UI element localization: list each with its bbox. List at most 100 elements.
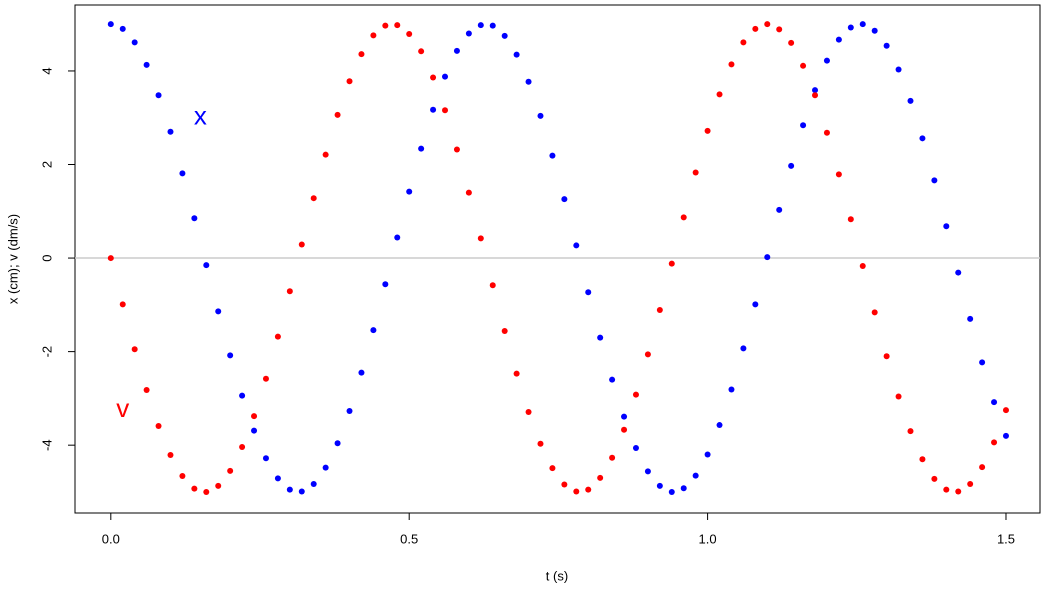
y-tick-label: -4: [39, 439, 54, 451]
point: [871, 27, 878, 34]
point: [847, 216, 854, 223]
point: [931, 177, 938, 184]
point: [239, 444, 246, 451]
point: [107, 21, 114, 28]
point: [119, 25, 126, 32]
point: [621, 426, 628, 433]
x-tick-label: 1.0: [699, 531, 717, 546]
point: [537, 112, 544, 119]
point: [489, 282, 496, 289]
point: [525, 408, 532, 415]
point: [179, 473, 186, 480]
point: [430, 74, 437, 81]
point: [800, 62, 807, 69]
point: [943, 486, 950, 493]
point: [979, 359, 986, 366]
point: [191, 215, 198, 222]
point: [728, 61, 735, 68]
point: [847, 24, 854, 31]
point: [668, 260, 675, 267]
point: [656, 306, 663, 313]
point: [358, 51, 365, 58]
point: [298, 488, 305, 495]
point: [585, 486, 592, 493]
point: [907, 97, 914, 104]
point: [239, 392, 246, 399]
point: [370, 327, 377, 334]
point: [203, 262, 210, 269]
point: [286, 486, 293, 493]
point: [931, 475, 938, 482]
point: [322, 464, 329, 471]
point: [967, 315, 974, 322]
point: [835, 171, 842, 178]
point: [262, 375, 269, 382]
point: [597, 474, 604, 481]
point: [191, 485, 198, 492]
point: [465, 189, 472, 196]
point: [382, 281, 389, 288]
point: [752, 25, 759, 32]
point: [549, 465, 556, 472]
point: [955, 269, 962, 276]
point: [143, 386, 150, 393]
point: [561, 196, 568, 203]
y-tick-label: 0: [39, 254, 54, 261]
point: [131, 39, 138, 46]
point: [227, 352, 234, 359]
point: [1002, 432, 1009, 439]
point: [656, 482, 663, 489]
point: [119, 301, 126, 308]
point: [370, 32, 377, 39]
point: [334, 111, 341, 118]
point: [262, 455, 269, 462]
point: [513, 370, 520, 377]
point: [823, 57, 830, 64]
point: [585, 289, 592, 296]
point: [406, 188, 413, 195]
point: [453, 146, 460, 153]
point: [895, 393, 902, 400]
point: [203, 488, 210, 495]
annotation: v: [116, 393, 129, 423]
point: [274, 475, 281, 482]
point: [453, 47, 460, 54]
point: [644, 351, 651, 358]
point: [668, 488, 675, 495]
x-tick-label: 1.5: [997, 531, 1015, 546]
point: [776, 26, 783, 33]
point: [704, 127, 711, 134]
point: [728, 386, 735, 393]
point: [788, 162, 795, 169]
point: [1002, 407, 1009, 414]
point: [776, 206, 783, 213]
point: [644, 468, 651, 475]
point: [764, 254, 771, 261]
point: [919, 456, 926, 463]
point: [501, 32, 508, 39]
annotation: x: [194, 101, 207, 131]
point: [859, 263, 866, 270]
point: [286, 288, 293, 295]
y-tick-label: 4: [39, 67, 54, 74]
point: [871, 309, 878, 316]
point: [788, 39, 795, 46]
point: [573, 488, 580, 495]
x-tick-label: 0.0: [102, 531, 120, 546]
point: [155, 92, 162, 99]
point: [991, 399, 998, 406]
point: [107, 255, 114, 262]
point: [859, 21, 866, 28]
point: [442, 107, 449, 114]
point: [143, 61, 150, 68]
point: [346, 408, 353, 415]
point: [764, 21, 771, 28]
point: [274, 333, 281, 340]
point: [692, 169, 699, 176]
point: [442, 73, 449, 80]
point: [477, 235, 484, 242]
point: [549, 152, 556, 159]
point: [716, 422, 723, 429]
point: [215, 482, 222, 489]
